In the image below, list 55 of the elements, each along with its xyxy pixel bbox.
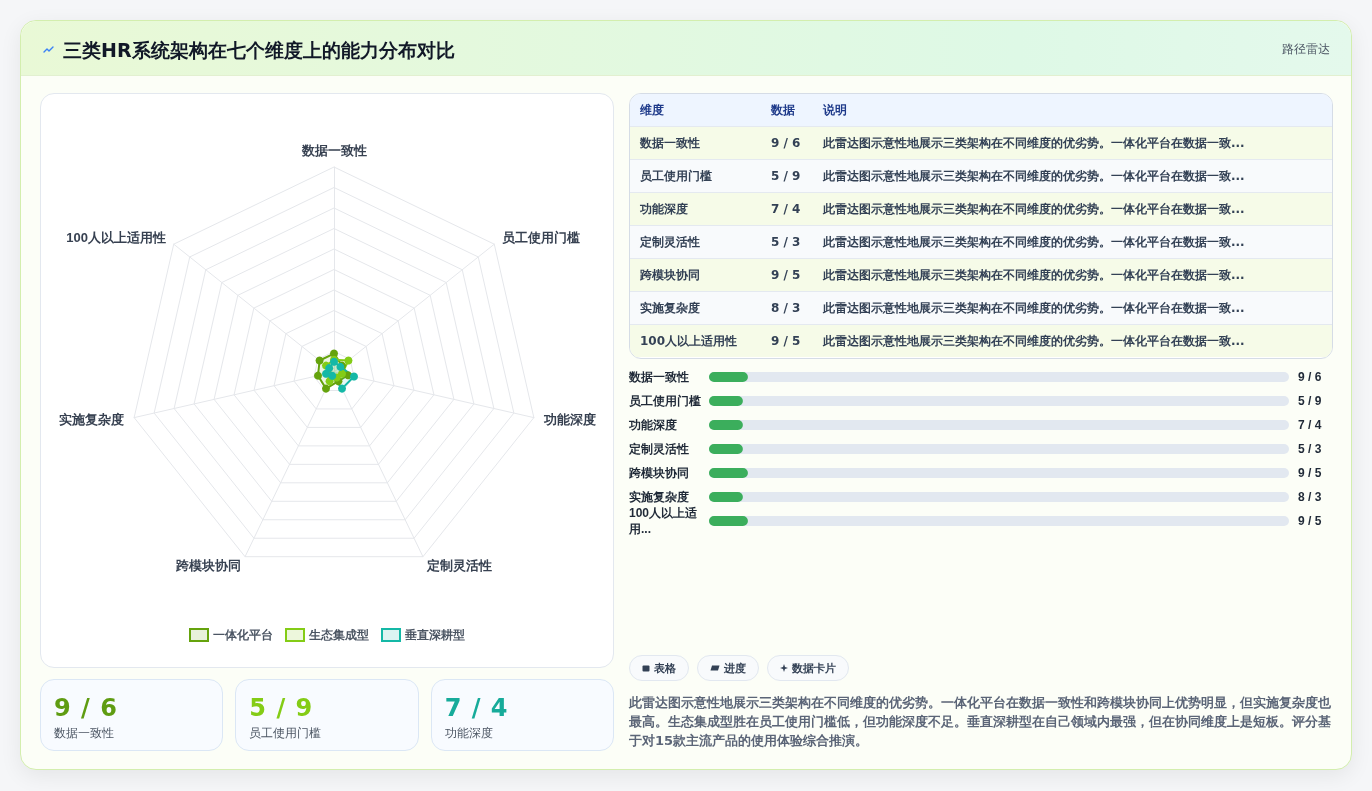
spoke-label: 100人以上适用性 [66, 230, 166, 246]
text: 维度 [630, 94, 761, 127]
text: 此雷达图示意性地展示三类架构在不同维度的优劣势。一体化平台在数据一致性和跨模块协同上优势明显，但实施复杂度也最高。生态集成型胜在员工使用门槛低，但功能深度不足。垂直深耕型在自己领域内最强，但在协同维度上是短板。评分基于对15款主流产品的使用体验综合推演。 [629, 694, 1332, 750]
text: 路径雷达 [1282, 41, 1330, 57]
y2-tick-label: 7 / 4 [1298, 418, 1322, 432]
legend-label: 垂直深耕型 [404, 628, 465, 642]
text: 7 / 4 [444, 694, 509, 722]
text: 9 / 6 [771, 136, 801, 150]
text: 8 / 3 [771, 301, 801, 315]
text: 7 / 4 [771, 202, 801, 216]
text: 9 / 5 [771, 334, 801, 348]
y-tick-label: 实施复杂度 [629, 490, 689, 504]
y-tick-label: 跨模块协同 [628, 466, 689, 480]
spoke-label: 实施复杂度 [59, 412, 125, 428]
spoke-label: 定制灵活性 [426, 558, 493, 574]
y-tick-label: 100人以上适用... [628, 506, 699, 536]
y-tick-label: 定制灵活性 [628, 442, 689, 456]
y2-tick-label: 9 / 5 [1298, 514, 1322, 528]
text: 此雷达图示意性地展示三类架构在不同维度的优劣势。一体化平台在数据一致... [823, 168, 1245, 183]
y-tick-label: 数据一致性 [628, 370, 689, 384]
text: 9 / 6 [54, 694, 118, 722]
y-tick-label: 功能深度 [628, 418, 677, 432]
text: 5 / 9 [249, 694, 314, 722]
category-label: 进度 [724, 660, 746, 676]
text: 此雷达图示意性地展示三类架构在不同维度的优劣势。一体化平台在数据一致... [823, 234, 1245, 249]
text: 此雷达图示意性地展示三类架构在不同维度的优劣势。一体化平台在数据一致... [823, 267, 1245, 282]
text: 此雷达图示意性地展示三类架构在不同维度的优劣势。一体化平台在数据一致... [823, 300, 1245, 315]
spoke-label: 员工使用门槛 [502, 230, 581, 246]
category-label: 数据卡片 [792, 660, 836, 676]
text: 5 / 3 [771, 235, 801, 249]
text: 9 / 5 [771, 268, 801, 282]
text: 此雷达图示意性地展示三类架构在不同维度的优劣势。一体化平台在数据一致... [823, 201, 1245, 216]
spoke-label: 功能深度 [542, 412, 596, 428]
text: 5 / 9 [771, 169, 801, 183]
category-label: 100人以上适用性 [640, 333, 738, 348]
spoke-label: 数据一致性 [300, 143, 367, 158]
y2-tick-label: 8 / 3 [1298, 490, 1322, 504]
text: 三类HR系统架构在七个维度上的能力分布对比 [63, 38, 455, 62]
text: 此雷达图示意性地展示三类架构在不同维度的优劣势。一体化平台在数据一致... [823, 333, 1245, 348]
text: 此雷达图示意性地展示三类架构在不同维度的优劣势。一体化平台在数据一致... [823, 135, 1245, 150]
category-label: 说明 [813, 94, 1332, 127]
y2-tick-label: 5 / 9 [1298, 394, 1322, 408]
y2-tick-label: 5 / 3 [1298, 442, 1322, 456]
y2-tick-label: 9 / 5 [1298, 466, 1322, 480]
y-tick-label: 员工使用门槛 [629, 394, 701, 408]
category-label: 表格 [654, 660, 676, 676]
category-label: 功能深度 [444, 725, 493, 741]
category-label: 数据一致性 [54, 725, 114, 741]
legend-label: 一体化平台 [213, 628, 273, 642]
legend-label: 生态集成型 [308, 628, 369, 642]
y2-tick-label: 9 / 6 [1298, 370, 1322, 384]
spoke-label: 跨模块协同 [174, 558, 241, 574]
category-label: 员工使用门槛 [640, 168, 712, 183]
category-label: 数据 [761, 94, 813, 127]
category-label: 员工使用门槛 [249, 725, 322, 741]
